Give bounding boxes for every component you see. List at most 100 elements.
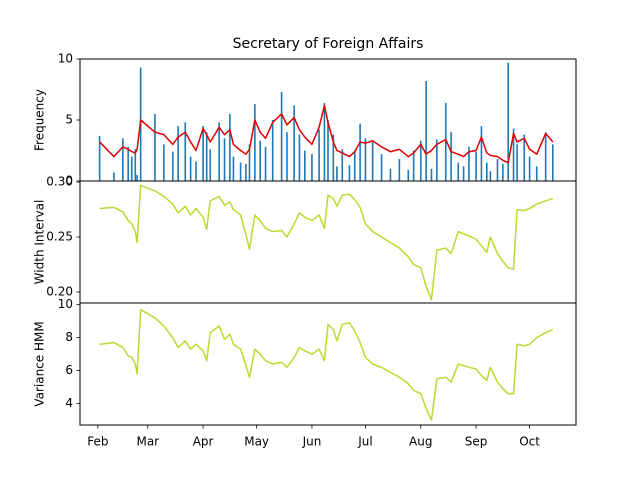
bar	[209, 149, 212, 181]
bar	[430, 168, 433, 181]
y-axis-label: Variance HMM	[33, 321, 47, 406]
bar	[552, 144, 554, 181]
y-tick-label: 0.25	[46, 230, 73, 244]
bar	[254, 104, 256, 181]
chart-title: Secretary of Foreign Affairs	[233, 36, 424, 52]
x-tick-label: Feb	[87, 435, 108, 449]
bar	[171, 151, 174, 181]
y-tick-label: 10	[58, 297, 73, 311]
bar	[154, 113, 156, 181]
bar	[232, 156, 235, 181]
bar	[359, 123, 361, 181]
y-tick-label: 4	[65, 396, 73, 410]
bar	[480, 126, 483, 181]
bar	[468, 146, 470, 181]
bar	[195, 161, 197, 181]
bar	[189, 156, 192, 181]
bar	[512, 128, 515, 181]
bar	[280, 91, 283, 181]
x-tick-label: May	[244, 435, 269, 449]
y-tick-label: 8	[65, 330, 73, 344]
y-tick-label: 6	[65, 363, 73, 377]
bar	[205, 132, 208, 181]
bar	[436, 139, 438, 181]
bar	[293, 105, 295, 181]
bar	[163, 144, 165, 181]
x-tick-label: Oct	[519, 435, 540, 449]
bar	[245, 163, 247, 181]
bar	[298, 134, 301, 181]
bar	[323, 102, 326, 181]
bar	[364, 138, 367, 181]
bar	[218, 122, 220, 181]
x-tick-label: Jun	[302, 435, 322, 449]
y-tick-label: 0.30	[46, 175, 73, 189]
bar	[127, 146, 129, 181]
line	[99, 184, 554, 301]
bar	[444, 102, 447, 181]
bar	[130, 156, 133, 181]
x-tick-label: Jul	[357, 435, 372, 449]
bar	[496, 159, 499, 181]
y-axis-label: Frequency	[33, 89, 47, 151]
bar	[523, 134, 526, 181]
bar	[507, 62, 510, 181]
bar	[407, 170, 410, 181]
bar	[450, 132, 452, 181]
bar	[271, 120, 274, 181]
bar	[489, 171, 492, 181]
bar	[462, 166, 465, 181]
bar	[134, 149, 137, 181]
bar	[248, 144, 251, 181]
x-tick-label: Apr	[193, 435, 214, 449]
bar	[544, 132, 547, 181]
bar	[113, 172, 115, 181]
bar	[304, 150, 306, 181]
bar	[412, 150, 415, 181]
bar	[535, 166, 538, 181]
bar	[380, 154, 383, 181]
bar	[136, 174, 138, 181]
bar	[223, 138, 226, 181]
x-tick-label: Mar	[136, 435, 159, 449]
x-tick-label: Sep	[465, 435, 488, 449]
bar	[259, 140, 262, 181]
bar	[202, 126, 204, 181]
bar	[348, 165, 351, 181]
bar	[122, 138, 124, 181]
bar	[516, 144, 518, 181]
line	[99, 308, 554, 421]
line	[99, 104, 554, 164]
bar	[332, 134, 335, 181]
bar	[485, 162, 488, 181]
bar	[341, 149, 344, 181]
bar	[327, 120, 329, 181]
axes-frame	[79, 302, 577, 426]
y-axis-label: Width Interval	[33, 200, 47, 285]
bar	[528, 156, 531, 181]
bar	[184, 122, 187, 181]
bar	[336, 166, 338, 181]
y-tick-label: 10	[58, 52, 73, 66]
bar	[98, 135, 101, 181]
bar	[425, 80, 427, 181]
y-tick-label: 0	[65, 174, 73, 188]
bar	[398, 159, 401, 181]
bar	[177, 126, 179, 181]
bar	[502, 163, 504, 181]
bar	[239, 162, 242, 181]
bar	[229, 113, 231, 181]
x-tick-label: Aug	[409, 435, 432, 449]
bar	[318, 129, 320, 181]
bar	[264, 146, 267, 181]
bar	[311, 154, 313, 181]
bar	[353, 150, 356, 181]
bar	[475, 151, 477, 181]
bar	[419, 140, 422, 181]
bar	[389, 168, 392, 181]
bar	[286, 132, 288, 181]
bar	[371, 141, 374, 181]
bar	[457, 162, 460, 181]
